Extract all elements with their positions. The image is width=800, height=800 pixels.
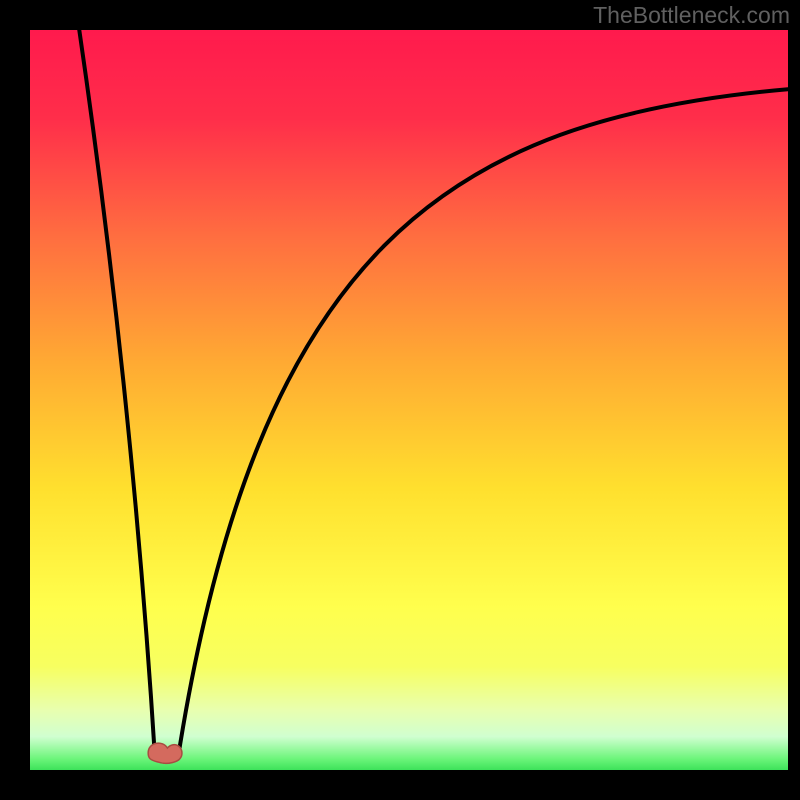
plot-area <box>30 30 788 770</box>
chart-container: TheBottleneck.com <box>0 0 800 800</box>
bottleneck-curve <box>79 30 788 762</box>
curve-layer <box>30 30 788 770</box>
watermark-text: TheBottleneck.com <box>593 2 790 29</box>
dip-marker <box>148 743 182 763</box>
